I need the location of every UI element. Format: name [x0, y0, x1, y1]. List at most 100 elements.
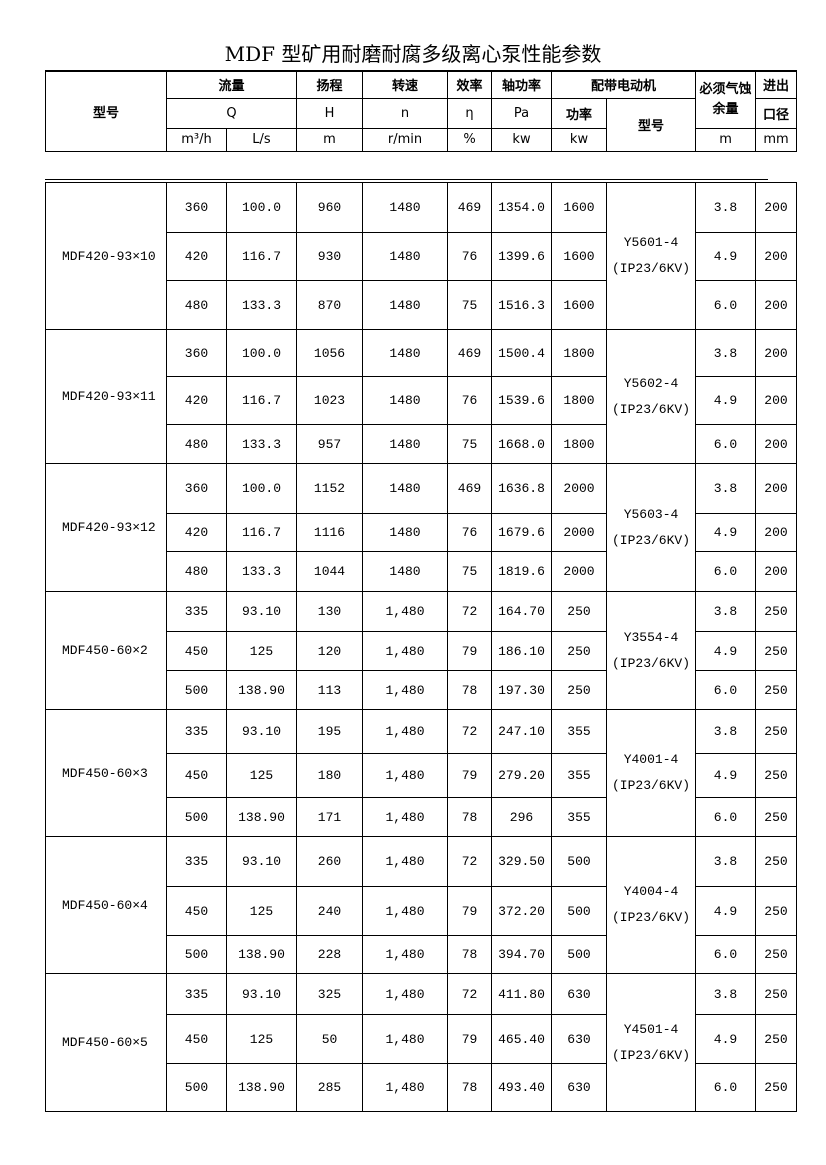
diameter-cell: 250 [755, 670, 797, 710]
npsh-cell: 3.8 [695, 973, 756, 1015]
flow-m3h-cell: 420 [166, 513, 227, 552]
unit-head: m [296, 127, 364, 152]
table-row: 450 125 50 1,480 79 465.40 630 4.9 250 [46, 1014, 797, 1064]
head-cell: 195 [296, 709, 363, 754]
shaft-power-cell: 493.40 [491, 1063, 552, 1112]
motor-model-cell: Y5603-4 (IP23/6KV) [606, 463, 696, 592]
motor-power-cell: 630 [551, 973, 607, 1015]
flow-m3h-cell: 500 [166, 797, 227, 837]
motor-power-cell: 2000 [551, 551, 607, 592]
motor-model-label: 型号 [606, 97, 697, 152]
pump-model: MDF420-93×10 [45, 182, 167, 330]
speed-cell: 1,480 [362, 797, 448, 837]
npsh-cell: 3.8 [695, 591, 756, 632]
shaft-power-cell: 1500.4 [491, 329, 552, 377]
motor-power-cell: 630 [551, 1014, 607, 1064]
flow-m3h-cell: 480 [166, 280, 227, 330]
speed-cell: 1,480 [362, 753, 448, 798]
pump-model: MDF450-60×3 [45, 709, 167, 837]
unit-npsh: m [695, 127, 757, 152]
shaft-power-cell: 1516.3 [491, 280, 552, 330]
flow-m3h-cell: 360 [166, 182, 227, 233]
head-cell: 870 [296, 280, 363, 330]
head-cell: 1152 [296, 463, 363, 514]
efficiency-cell: 469 [447, 329, 492, 377]
motor-power-cell: 1800 [551, 329, 607, 377]
efficiency-cell: 79 [447, 631, 492, 671]
shaft-power-cell: 1668.0 [491, 424, 552, 464]
data-table: MDF420-93×10 360 100.0 960 1480 469 1354.0 1600… [45, 182, 797, 1112]
motor-model-cell: Y4001-4 (IP23/6KV) [606, 709, 696, 837]
speed-cell: 1480 [362, 232, 448, 281]
flow-m3h-cell: 450 [166, 631, 227, 671]
npsh-cell: 4.9 [695, 232, 756, 281]
npsh-cell: 4.9 [695, 753, 756, 798]
table-row: 450 125 180 1,480 79 279.20 355 4.9 250 [46, 753, 797, 798]
table-row: 420 116.7 1116 1480 76 1679.6 2000 4.9 200 [46, 513, 797, 552]
table-row: MDF450-60×4 335 93.10 260 1,480 72 329.50 500 Y4… [45, 836, 797, 974]
efficiency-cell: 76 [447, 513, 492, 552]
diameter-cell: 250 [755, 886, 797, 936]
pump-model: MDF420-93×12 [45, 463, 167, 592]
diameter-cell: 250 [755, 591, 797, 632]
npsh-cell: 6.0 [695, 551, 756, 592]
efficiency-cell: 76 [447, 376, 492, 425]
eff-symbol: η [447, 97, 493, 129]
shaft-power-cell: 1679.6 [491, 513, 552, 552]
npsh-cell: 6.0 [695, 935, 756, 974]
npsh-cell: 6.0 [695, 1063, 756, 1112]
flow-ls-cell: 100.0 [226, 463, 297, 514]
efficiency-cell: 76 [447, 232, 492, 281]
head-cell: 957 [296, 424, 363, 464]
efficiency-cell: 469 [447, 182, 492, 233]
motor-model: Y5602-4 [623, 375, 679, 391]
flow-ls-cell: 125 [226, 631, 297, 671]
flow-m3h-cell: 480 [166, 424, 227, 464]
pump-model: MDF450-60×5 [45, 973, 167, 1112]
speed-cell: 1,480 [362, 709, 448, 754]
unit-motor: kw [551, 127, 608, 152]
motor-power-cell: 250 [551, 631, 607, 671]
motor-power-cell: 1800 [551, 424, 607, 464]
col-efficiency: 效率 [447, 70, 493, 99]
flow-ls-cell: 138.90 [226, 935, 297, 974]
diameter-cell: 200 [755, 551, 797, 592]
motor-power-cell: 1600 [551, 182, 607, 233]
unit-shaft: kw [491, 127, 553, 152]
efficiency-cell: 75 [447, 551, 492, 592]
table-row: 480 133.3 957 1480 75 1668.0 1800 6.0 200 [46, 424, 797, 464]
motor-model: Y5601-4 [623, 235, 679, 250]
motor-model: Y3554-4 [623, 629, 679, 645]
motor-spec: (IP23/6KV) [611, 778, 690, 793]
page-title: MDF 型矿用耐磨耐腐多级离心泵性能参数 [224, 42, 602, 66]
speed-cell: 1480 [362, 376, 448, 425]
motor-model-cell: Y3554-4 (IP23/6KV) [606, 591, 696, 710]
table-row: 480 133.3 870 1480 75 1516.3 1600 6.0 200 [46, 280, 797, 330]
diameter-cell: 250 [755, 631, 797, 671]
shaft-power-cell: 1354.0 [491, 182, 552, 233]
flow-ls-cell: 125 [226, 753, 297, 798]
diameter-cell: 200 [755, 329, 797, 377]
head-cell: 228 [296, 935, 363, 974]
npsh-cell: 4.9 [695, 631, 756, 671]
table-row: 420 116.7 930 1480 76 1399.6 1600 4.9 200 [46, 232, 797, 281]
speed-cell: 1480 [362, 182, 448, 233]
flow-ls-cell: 93.10 [226, 836, 297, 887]
col-diameter-1: 进出 [755, 70, 798, 99]
npsh-cell: 3.8 [695, 182, 756, 233]
diameter-cell: 250 [755, 709, 797, 754]
flow-ls-cell: 133.3 [226, 280, 297, 330]
head-cell: 180 [296, 753, 363, 798]
flow-ls-cell: 125 [226, 886, 297, 936]
head-cell: 1056 [296, 329, 363, 377]
head-cell: 1044 [296, 551, 363, 592]
unit-dia: mm [755, 127, 798, 152]
shaft-power-cell: 186.10 [491, 631, 552, 671]
table-row: MDF450-60×3 335 93.10 195 1,480 72 247.10 355 Y4… [45, 709, 797, 837]
flow-m3h-cell: 335 [166, 836, 227, 887]
efficiency-cell: 72 [447, 973, 492, 1015]
motor-power-cell: 2000 [551, 463, 607, 514]
head-cell: 960 [296, 182, 363, 233]
table-row: MDF450-60×2 335 93.10 130 1,480 72 164.70 250 Y3… [45, 591, 797, 710]
head-cell: 113 [296, 670, 363, 710]
